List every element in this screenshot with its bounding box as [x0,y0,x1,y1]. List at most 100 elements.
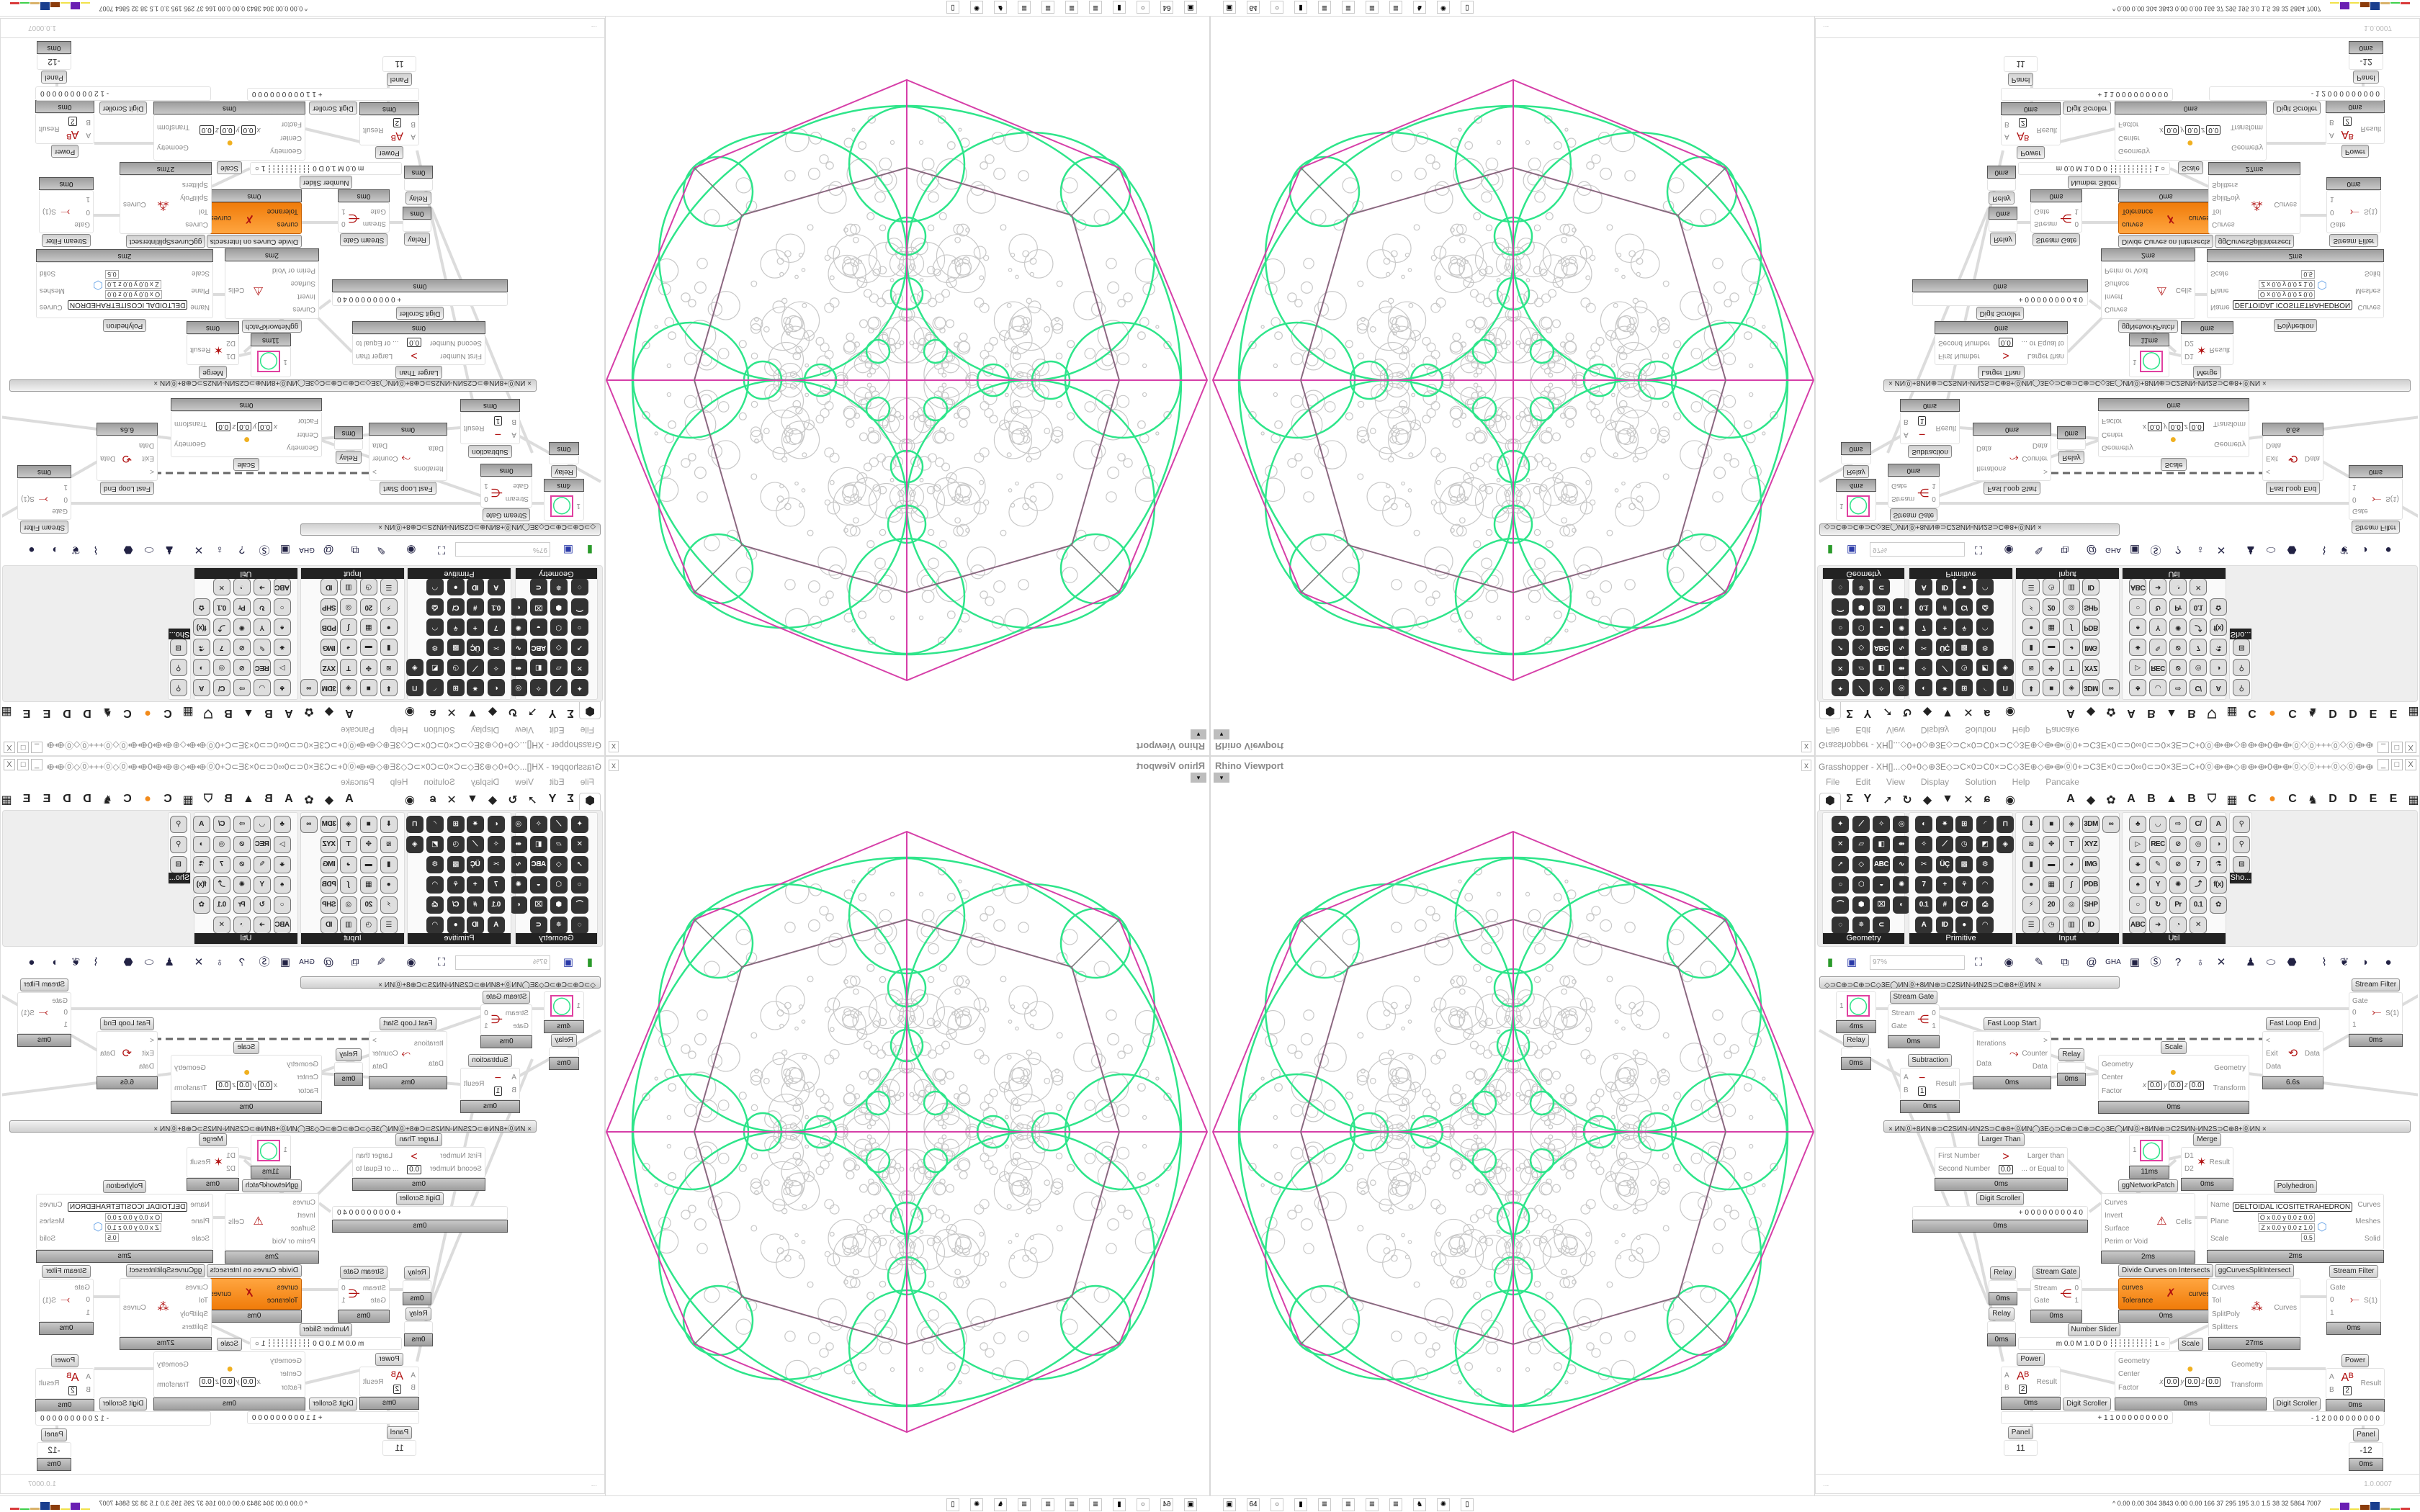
tab-icon[interactable]: ◆ [488,794,498,806]
input-port[interactable]: B [2004,1384,2009,1392]
component-icon[interactable]: Y [2149,876,2166,894]
param-value[interactable]: Z x 0.0 y 0.0 z 1.0 [105,1223,161,1232]
input-port[interactable]: Splitters [182,180,208,189]
component-icon[interactable]: ◷ [447,659,465,676]
component-icon[interactable]: C/ [447,896,465,914]
param-value[interactable]: 0.0 [199,125,214,135]
component-icon[interactable]: ∞ [2102,816,2120,833]
component-icon[interactable]: ○ [571,618,588,636]
input-port[interactable]: A [86,1373,91,1382]
param-value[interactable]: z [232,423,236,431]
component-icon[interactable]: f(x) [2210,618,2227,636]
digit-scroller-label[interactable]: Digit Scroller [309,1398,357,1410]
toolbar-icon[interactable]: ♁ [215,544,224,556]
component-icon[interactable]: ◷ [2043,917,2060,934]
merge-component[interactable]: D1 D2 ✶ Result [187,1147,239,1178]
input-port[interactable]: Geometry [287,444,318,452]
component-icon[interactable]: ÜÇ [1936,856,1953,873]
input-port[interactable]: curves [2122,1283,2143,1292]
ggnetworkpatch-component[interactable]: Curves Invert Surface Perim or Void ⚠ Cells [225,261,319,319]
component-icon[interactable]: ✺ [233,618,251,636]
input-port[interactable]: First Number [1938,351,1980,360]
param-value[interactable]: 0.5 [105,270,119,279]
viewport-close-button[interactable]: x [609,741,619,752]
input-port[interactable]: B [411,1384,416,1392]
input-port[interactable]: Name [2210,1201,2230,1210]
stream-gate-component[interactable]: Stream Gate ⋲ 0 1 [480,477,532,508]
toolbar-icon[interactable]: ◑ [2361,544,2368,556]
output-port[interactable]: Curves [123,200,146,209]
input-port[interactable]: Second Number [429,1164,482,1173]
slider-value[interactable]: + 1 1 0 0 0 0 0 0 0 0 0 [2097,1413,2168,1422]
component-icon[interactable]: ∞ [300,679,318,696]
stream-gate-label[interactable]: Stream Gate [2032,233,2081,246]
tab-⛉[interactable]: ⛉ [204,793,213,805]
digit-scroller-component[interactable]: + 1 1 0 0 0 0 0 0 0 0 0 [2001,1411,2173,1424]
component-icon[interactable]: ⟋ [550,679,568,696]
component-icon[interactable]: ◇ [1852,639,1870,656]
component-icon[interactable]: ◈ [2063,816,2080,833]
input-port[interactable]: B [511,1086,516,1095]
component-icon[interactable]: Y [254,876,271,894]
input-port[interactable]: A [2329,1373,2334,1382]
tab-c[interactable]: C [123,707,132,719]
component-icon[interactable]: ⬢ [550,598,568,616]
input-port[interactable]: 0 [2330,207,2334,216]
component-icon[interactable]: ◈ [340,679,357,696]
digit-scroller-label[interactable]: Digit Scroller [309,102,357,114]
component-icon[interactable]: ● [2022,618,2040,636]
input-port[interactable]: Geometry [2102,444,2133,452]
fast-loop-end-label[interactable]: Fast Loop End [2265,1017,2321,1030]
taskbar-app-icon[interactable]: ≣ [1389,1,1402,14]
stream-filter-label[interactable]: Stream Filter [2351,978,2401,991]
component-icon[interactable]: ⤴ [213,876,230,894]
toolbar-icon[interactable]: ⌇ [93,956,99,968]
output-port[interactable]: 0 [484,1009,488,1018]
component-icon[interactable]: ⊘ [233,659,251,676]
component-icon[interactable]: ▷ [2129,836,2146,853]
output-port[interactable]: 0 [341,1284,346,1292]
relay-label[interactable]: Relay [1990,233,2016,246]
param-value[interactable]: y [2163,1081,2167,1089]
component-icon[interactable]: ✵ [550,578,568,595]
output-port[interactable]: Data [2032,441,2048,449]
menu-help[interactable]: Help [390,725,408,735]
component-icon[interactable]: ⚙ [426,639,444,656]
component-icon[interactable]: ♣ [274,679,291,696]
input-port[interactable]: Exit [2266,454,2278,463]
relay-component[interactable] [549,1048,579,1057]
output-port[interactable]: Result [1935,1080,1956,1088]
tab-♞[interactable]: ♞ [2307,706,2318,718]
param-value[interactable]: 0.0 [2206,1377,2221,1387]
component-icon[interactable]: XYZ [321,836,338,853]
output-port[interactable]: 1 [484,1022,488,1030]
input-port[interactable]: Data [138,441,154,449]
component-icon[interactable]: ○ [1832,618,1849,636]
output-port[interactable]: Cells [2175,1218,2192,1226]
output-port[interactable]: Meshes [39,286,65,294]
toolbar-icon[interactable]: @ [2086,544,2097,556]
component-icon[interactable]: ⚙ [1976,639,1994,656]
component-icon[interactable]: ● [1955,578,1973,595]
param-value[interactable]: DELTOIDAL ICOSITETRAHEDRON [2232,300,2353,310]
output-port[interactable]: 1 [1932,1022,1936,1030]
output-port[interactable]: S(1) [2364,207,2378,216]
tab-a[interactable]: A [345,793,354,805]
component-icon[interactable]: ⊘ [233,639,251,656]
divide-curves-on-intersects-label[interactable]: Divide Curves on Intersects [2118,1264,2214,1277]
component-icon[interactable]: ↻ [2149,896,2166,914]
tab-icon[interactable]: ➚ [527,794,537,806]
component-icon[interactable]: ▮ [380,639,398,656]
input-port[interactable]: Factor [2118,120,2139,128]
expand-icon[interactable]: ^ [2112,1500,2116,1507]
component-icon[interactable]: ◎ [2063,896,2080,914]
component-icon[interactable]: ABC [530,856,547,873]
component-icon[interactable]: ⊘ [233,856,251,873]
component-icon[interactable]: ⟋ [1936,659,1953,676]
input-port[interactable]: 0 [63,495,68,503]
component-icon[interactable]: ABC [2129,578,2146,595]
tab-▦[interactable]: ▦ [1,706,12,718]
taskbar-app-icon[interactable]: ▯ [946,1,959,14]
tab-icon[interactable]: ↻ [508,706,518,718]
param-value[interactable]: x [2159,1377,2164,1386]
